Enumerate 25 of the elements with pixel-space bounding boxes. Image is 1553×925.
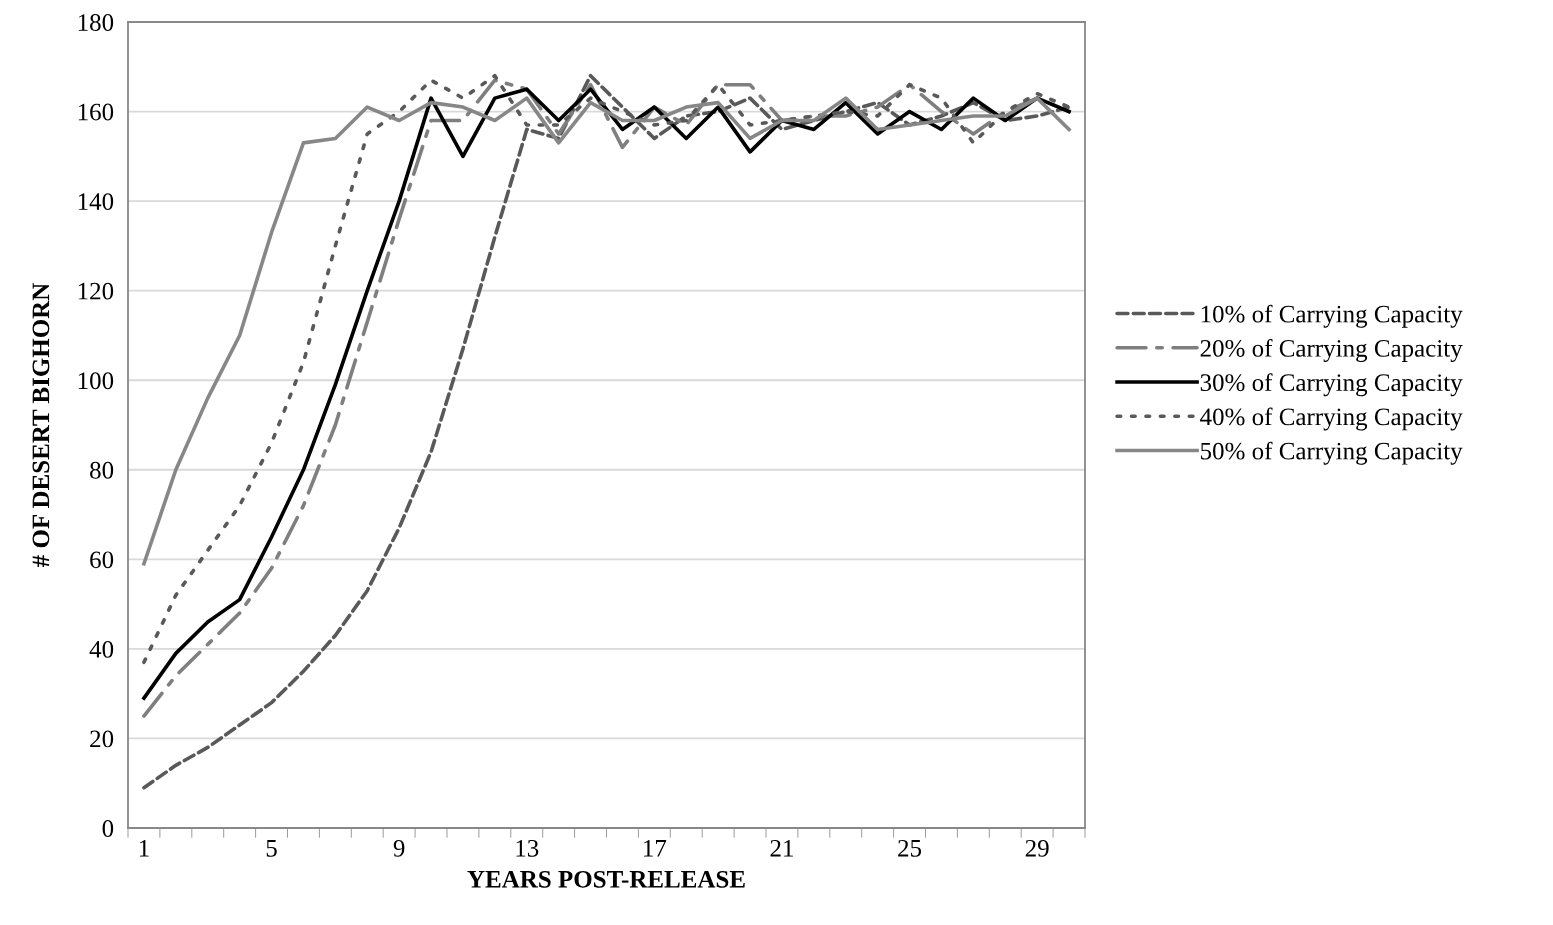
x-tick-label: 17 [644, 839, 667, 857]
y-tick-label: 60 [90, 551, 114, 569]
y-tick-label: 140 [78, 193, 114, 211]
x-axis-title: YEARS POST-RELEASE [467, 870, 745, 888]
legend-label: 10% of Carrying Capacity [1201, 304, 1463, 328]
x-tick-label: 25 [898, 839, 922, 857]
x-tick-label: 13 [516, 839, 539, 857]
y-axis-title: # OF DESERT BIGHORN [32, 283, 50, 567]
legend-label: 20% of Carrying Capacity [1200, 338, 1463, 362]
y-tick-label: 180 [78, 14, 114, 31]
y-tick-label: 0 [102, 820, 114, 837]
x-tick-label: 5 [266, 840, 277, 857]
x-tick-label: 1 [139, 839, 149, 857]
y-tick-label: 160 [78, 103, 114, 121]
x-tick-label: 21 [770, 839, 793, 857]
legend-label: 40% of Carrying Capacity [1200, 407, 1463, 431]
y-tick-label: 80 [90, 461, 114, 479]
y-tick-label: 40 [89, 640, 114, 658]
x-tick-label: 9 [393, 839, 405, 857]
y-tick-label: 120 [78, 282, 114, 300]
y-tick-label: 20 [90, 730, 114, 748]
y-tick-label: 100 [78, 372, 114, 390]
legend-label: 50% of Carrying Capacity [1201, 441, 1463, 465]
x-tick-label: 29 [1025, 839, 1049, 857]
legend-label: 30% of Carrying Capacity [1200, 373, 1463, 397]
